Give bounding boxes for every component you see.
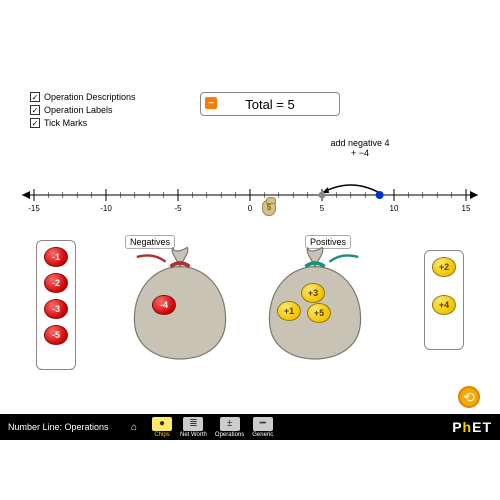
nav-label: Operations	[215, 432, 244, 438]
checkbox-op-labels[interactable]: ✓ Operation Labels	[30, 105, 136, 115]
options-panel: ✓ Operation Descriptions ✓ Operation Lab…	[30, 92, 136, 131]
operation-annotation: add negative 4 + −4	[320, 138, 400, 158]
chip-pos[interactable]: +2	[432, 257, 456, 277]
phet-logo[interactable]: PhET	[452, 419, 492, 435]
nav-generic[interactable]: ━Generic	[248, 414, 277, 440]
svg-text:0: 0	[248, 204, 253, 213]
chip-pos-inbag[interactable]: +1	[277, 301, 301, 321]
svg-text:-5: -5	[174, 204, 182, 213]
checkbox-tick-marks[interactable]: ✓ Tick Marks	[30, 118, 136, 128]
check-icon: ✓	[30, 118, 40, 128]
svg-text:-10: -10	[100, 204, 112, 213]
svg-text:15: 15	[462, 204, 471, 213]
checkbox-label: Tick Marks	[44, 118, 87, 128]
nav-operations[interactable]: ±Operations	[211, 414, 248, 440]
home-icon: ⌂	[124, 420, 144, 434]
net-bag-icon: 5	[260, 200, 278, 212]
nav-chips[interactable]: ●Chips	[148, 414, 176, 440]
check-icon: ✓	[30, 92, 40, 102]
reset-button[interactable]: ⟲	[458, 386, 480, 408]
nav-label: Net Worth	[180, 432, 207, 438]
generic-icon: ━	[253, 417, 273, 431]
chip-pos[interactable]: +4	[432, 295, 456, 315]
total-readout: − Total = 5	[200, 92, 340, 116]
checkbox-label: Operation Labels	[44, 105, 113, 115]
checkbox-op-desc[interactable]: ✓ Operation Descriptions	[30, 92, 136, 102]
operations-icon: ±	[220, 417, 240, 431]
chip-neg[interactable]: -5	[44, 325, 68, 345]
positive-chip-tray: +2 +4	[424, 250, 464, 350]
chip-neg[interactable]: -2	[44, 273, 68, 293]
chip-pos-inbag[interactable]: +5	[307, 303, 331, 323]
nav-label: Chips	[154, 432, 169, 438]
nav-networth[interactable]: ≣Net Worth	[176, 414, 211, 440]
svg-text:10: 10	[390, 204, 399, 213]
annotation-desc: add negative 4	[320, 138, 400, 148]
chip-neg[interactable]: -3	[44, 299, 68, 319]
chip-neg-inbag[interactable]: -4	[152, 295, 176, 315]
chip-neg[interactable]: -1	[44, 247, 68, 267]
checkbox-label: Operation Descriptions	[44, 92, 136, 102]
chips-icon: ●	[152, 417, 172, 431]
networth-icon: ≣	[183, 417, 203, 431]
annotation-expr: + −4	[320, 148, 400, 158]
sim-title: Number Line: Operations	[0, 422, 120, 432]
app-frame: ✓ Operation Descriptions ✓ Operation Lab…	[0, 0, 500, 500]
chip-pos-inbag[interactable]: +3	[301, 283, 325, 303]
check-icon: ✓	[30, 105, 40, 115]
nav-label: Generic	[252, 432, 273, 438]
svg-text:5: 5	[320, 204, 325, 213]
svg-text:-15: -15	[28, 204, 40, 213]
nav-home[interactable]: ⌂	[120, 414, 148, 440]
nav-bar: Number Line: Operations ⌂ ●Chips ≣Net Wo…	[0, 414, 500, 440]
number-line[interactable]: -15-10-5051015	[22, 165, 478, 225]
positives-bag[interactable]: +3 +1 +5	[255, 245, 375, 365]
negatives-bag[interactable]: -4	[120, 245, 240, 365]
total-text: Total = 5	[245, 97, 295, 112]
net-bag-value: 5	[260, 203, 278, 212]
negative-chip-tray: -1 -2 -3 -5	[36, 240, 76, 370]
collapse-button[interactable]: −	[205, 97, 217, 109]
